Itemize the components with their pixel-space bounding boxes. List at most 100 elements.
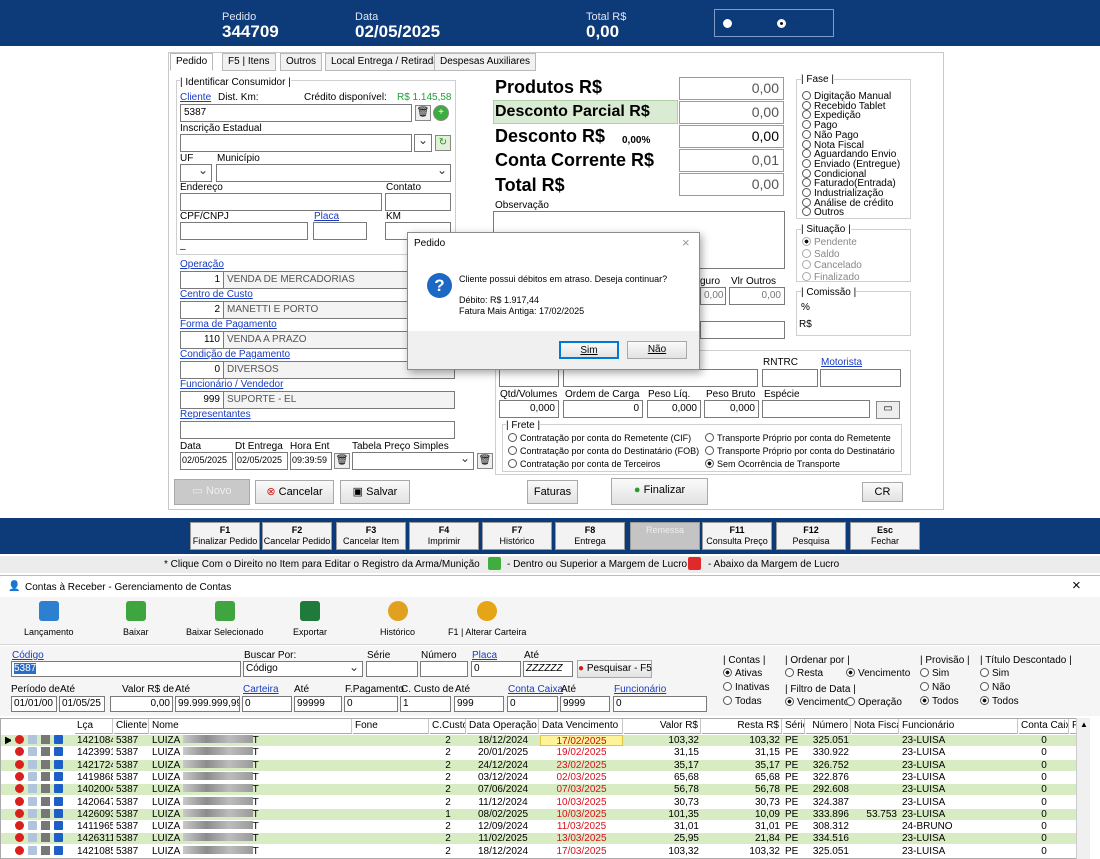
motorista-input[interactable] <box>820 369 901 387</box>
situacao-radio[interactable]: Saldo <box>802 248 840 260</box>
cliente-link[interactable]: Cliente <box>180 92 212 103</box>
codigo-input[interactable]: 5387 <box>11 661 241 677</box>
refresh-icon[interactable]: ↻ <box>435 135 451 151</box>
barcode-icon[interactable] <box>41 747 50 757</box>
table-column-header[interactable]: Resta R$ <box>702 719 782 734</box>
fase-radio[interactable]: Recebido Tablet <box>802 100 886 112</box>
valor-ate-input[interactable]: 99.999.999,99 <box>175 696 240 712</box>
carteira-ate-input[interactable]: 99999 <box>294 696 342 712</box>
copy-icon[interactable] <box>54 747 63 757</box>
fase-radio[interactable]: Outros <box>802 207 844 218</box>
table-row[interactable]: 1411965 5387 LUIZA T 2 12/09/2024 11/03/2025 3… <box>1 821 1089 833</box>
especie-input[interactable] <box>762 400 870 418</box>
fase-radio[interactable]: Expedição <box>802 110 861 121</box>
barcode-icon[interactable] <box>41 735 50 744</box>
titulo-todos-radio[interactable]: Todos <box>980 696 1019 707</box>
function-key-button[interactable]: F7 Histórico <box>482 522 552 550</box>
barcode-icon[interactable] <box>41 845 50 855</box>
centro-custo-code[interactable]: 2 <box>180 301 224 319</box>
frete-radio[interactable]: Transporte Próprio por conta do Destinat… <box>705 446 895 456</box>
edit-icon[interactable] <box>28 833 37 843</box>
placa-filter-link[interactable]: Placa <box>472 650 498 661</box>
delete-icon[interactable] <box>15 784 24 794</box>
provisao-todos-radio[interactable]: Todos <box>920 696 959 707</box>
barcode-icon[interactable] <box>41 759 50 769</box>
table-row[interactable]: 1426311 5387 LUIZA T 2 11/02/2025 13/03/2025 2… <box>1 833 1089 845</box>
fase-radio[interactable]: Condicional <box>802 168 866 180</box>
tab-outros[interactable]: Outros <box>280 53 323 71</box>
ccusto-de-input[interactable]: 1 <box>400 696 451 712</box>
table-column-header[interactable]: Cliente <box>114 719 149 734</box>
centro-custo-link[interactable]: Centro de Custo <box>180 289 253 300</box>
copy-icon[interactable] <box>54 821 63 831</box>
fase-radio[interactable]: Enviado (Entregue) <box>802 158 900 170</box>
representantes-input[interactable] <box>180 421 455 439</box>
transp-input-1[interactable] <box>499 369 559 387</box>
baixar-button[interactable]: Baixar <box>123 601 149 637</box>
table-column-header[interactable]: Conta Caixa <box>1019 719 1069 734</box>
barcode-icon[interactable] <box>41 796 50 806</box>
contas-todas-radio[interactable]: Todas <box>723 696 762 707</box>
contas-ativas-radio[interactable]: Ativas <box>723 668 762 679</box>
cr-button[interactable]: CR <box>862 482 903 502</box>
copy-icon[interactable] <box>54 845 63 855</box>
situacao-radio[interactable]: Pendente <box>802 237 857 248</box>
edit-icon[interactable] <box>28 821 37 831</box>
fase-radio[interactable]: Nota Fiscal <box>802 139 864 151</box>
codigo-link[interactable]: Código <box>12 650 44 661</box>
funcionario-filter-link[interactable]: Funcionário <box>614 684 667 695</box>
frete-radio[interactable]: Contratação por conta do Destinatário (F… <box>508 446 699 456</box>
edit-icon[interactable] <box>28 808 37 818</box>
edit-icon[interactable] <box>28 747 37 757</box>
forma-pagamento-code[interactable]: 110 <box>180 331 224 349</box>
vlr-outros-input[interactable]: 0,00 <box>729 287 785 305</box>
conta-caixa-de-input[interactable]: 0 <box>507 696 558 712</box>
operacao-link[interactable]: Operação <box>180 259 224 270</box>
fase-radio[interactable]: Pago <box>802 120 837 131</box>
fase-radio[interactable]: Faturado(Entrada) <box>802 178 896 189</box>
filtro-vencimento-radio[interactable]: Vencimento <box>785 697 849 708</box>
fase-radio[interactable]: Não Pago <box>802 129 858 141</box>
edit-icon[interactable] <box>28 735 37 744</box>
fase-radio[interactable]: Industrialização <box>802 188 883 199</box>
conta-caixa-link[interactable]: Conta Caixa <box>508 684 564 695</box>
table-row[interactable]: 1421724 5387 LUIZA T 2 24/12/2024 23/02/2025 3… <box>1 759 1089 771</box>
frete-radio[interactable]: Transporte Próprio por conta do Remetent… <box>705 433 891 443</box>
edit-icon[interactable] <box>28 784 37 794</box>
finalizar-button[interactable]: ● Finalizar <box>611 478 708 505</box>
copy-icon[interactable] <box>54 796 63 806</box>
placa-input[interactable] <box>313 222 367 240</box>
inscricao-dropdown[interactable] <box>414 133 432 152</box>
barcode-icon[interactable] <box>41 784 50 794</box>
copy-icon[interactable] <box>54 808 63 818</box>
numero-input[interactable] <box>420 661 468 677</box>
tab-itens[interactable]: F5 | Itens <box>222 53 276 71</box>
fpagamento-input[interactable]: 0 <box>344 696 398 712</box>
table-column-header[interactable]: Valor R$ <box>624 719 701 734</box>
barcode-icon[interactable] <box>41 808 50 818</box>
forma-pagamento-link[interactable]: Forma de Pagamento <box>180 319 277 330</box>
carteira-link[interactable]: Carteira <box>243 684 279 695</box>
table-row[interactable]: 1426093 5387 LUIZA T 1 08/02/2025 10/03/2025 1… <box>1 808 1089 820</box>
function-key-button[interactable]: F3 Cancelar Item <box>336 522 406 550</box>
pesquisar-button[interactable]: ● Pesquisar - F5 <box>577 660 652 678</box>
funcionario-link[interactable]: Funcionário / Vendedor <box>180 379 284 390</box>
motorista-link[interactable]: Motorista <box>821 357 863 368</box>
rntrc-input[interactable] <box>762 369 818 387</box>
table-row[interactable]: 1421085 5387 LUIZA T 2 18/12/2024 17/03/2025 1… <box>1 845 1089 857</box>
frete-radio[interactable]: Contratação por conta do Remetente (CIF) <box>508 433 691 443</box>
desconto-parcial-value[interactable]: 0,00 <box>679 101 784 124</box>
table-scrollbar[interactable]: ▲ <box>1076 718 1090 859</box>
filtro-operacao-radio[interactable]: Operação <box>846 697 902 708</box>
saida-radio[interactable]: Saída <box>777 18 814 29</box>
situacao-radio[interactable]: Cancelado <box>802 260 862 271</box>
cliente-input[interactable]: 5387 <box>180 104 412 122</box>
edit-icon[interactable] <box>28 759 37 769</box>
endereco-input[interactable] <box>180 193 382 211</box>
delete-icon[interactable] <box>15 771 24 781</box>
trash-icon[interactable]: 🗑 <box>334 453 350 469</box>
edit-icon[interactable] <box>28 845 37 855</box>
ccusto-ate-input[interactable]: 999 <box>454 696 504 712</box>
ordenar-resta-radio[interactable]: Resta <box>785 668 823 679</box>
dt-entrega-input[interactable]: 02/05/2025 <box>235 452 288 470</box>
